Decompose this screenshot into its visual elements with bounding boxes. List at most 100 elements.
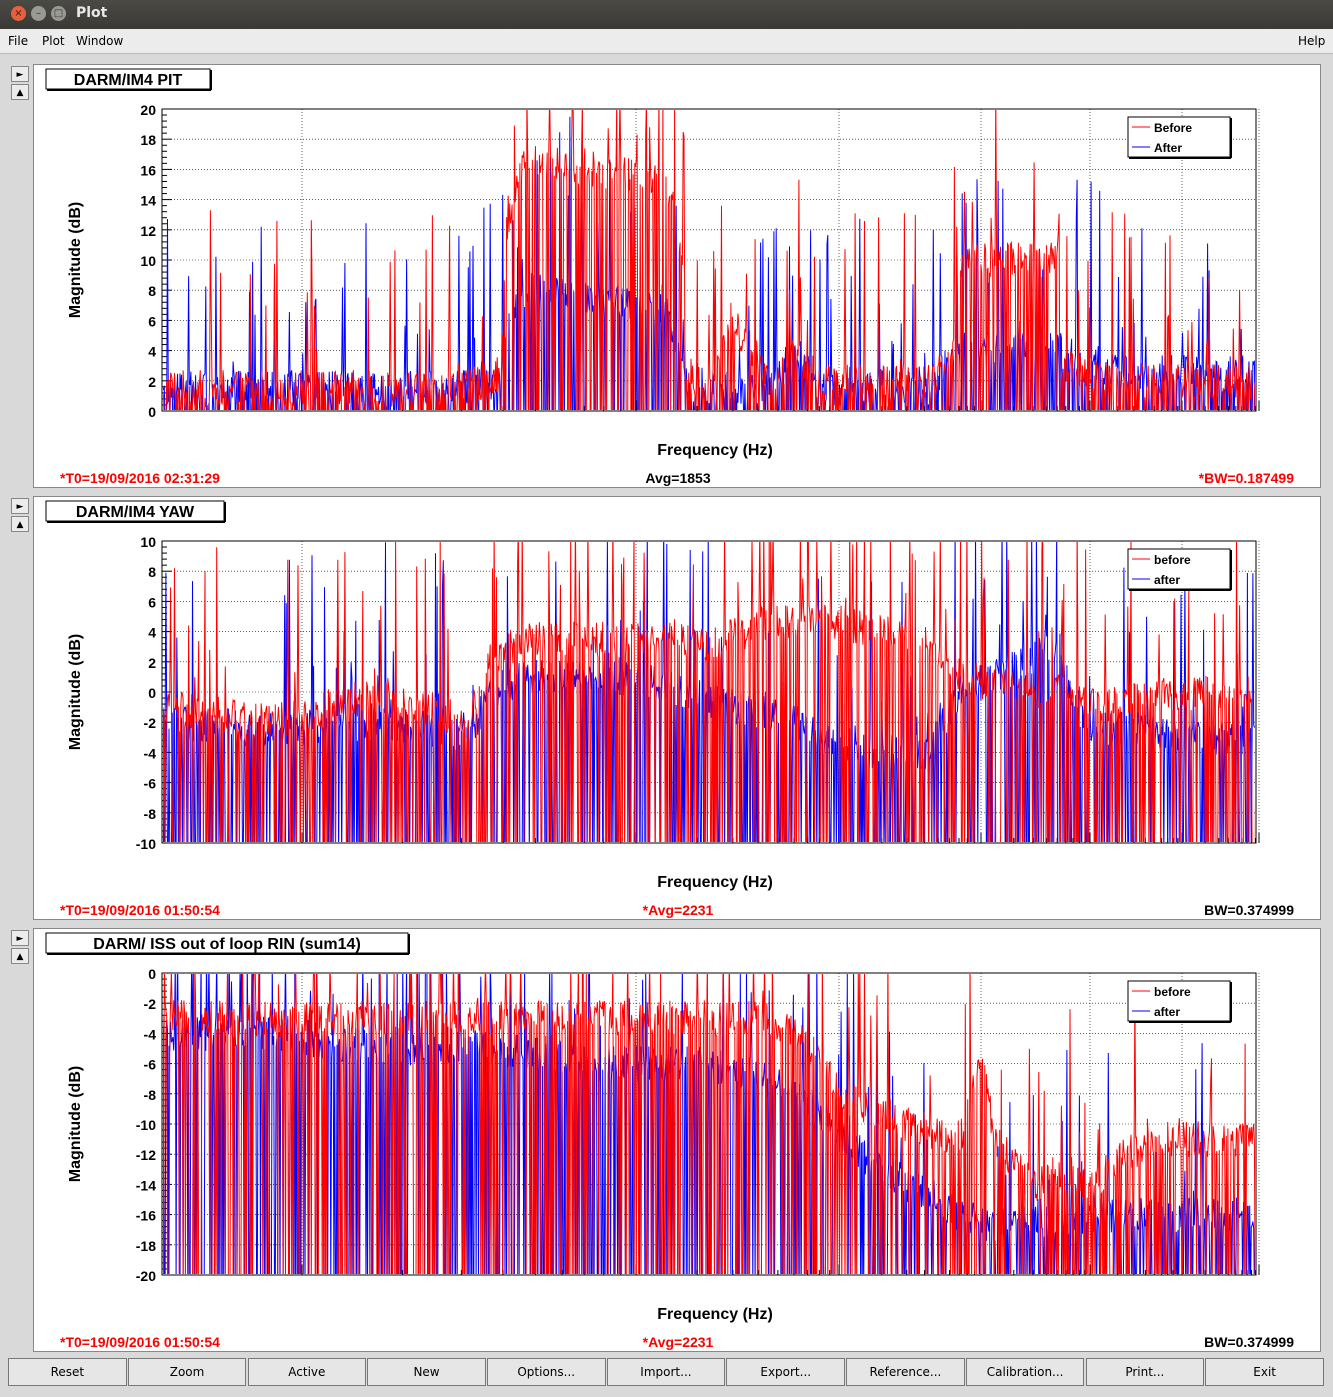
active-button[interactable]: Active xyxy=(247,1358,367,1386)
menu-bar: File Plot Window Help xyxy=(0,29,1333,54)
panel2-expand-icon[interactable]: ► xyxy=(11,498,29,514)
panel1-collapse-icon[interactable]: ▲ xyxy=(11,84,29,100)
menu-plot[interactable]: Plot xyxy=(42,34,65,48)
series-line-before xyxy=(163,110,1255,410)
legend-entry: before xyxy=(1154,553,1191,567)
legend: before after xyxy=(1127,548,1232,591)
reference-button[interactable]: Reference... xyxy=(846,1358,965,1386)
y-tick-label: -16 xyxy=(136,1208,156,1224)
t0-label: *T0=19/09/2016 02:31:29 xyxy=(60,470,220,486)
y-tick-label: 4 xyxy=(148,344,156,360)
y-tick-label: 12 xyxy=(140,223,156,239)
zoom-button[interactable]: Zoom xyxy=(127,1358,247,1386)
avg-label: *Avg=2231 xyxy=(643,902,714,918)
y-tick-label: 6 xyxy=(148,594,156,610)
y-tick-label: -6 xyxy=(144,1057,157,1073)
new-button[interactable]: New xyxy=(367,1358,486,1386)
plot-svg[interactable]: DARM/ ISS out of loop RIN (sum14)-20-18-… xyxy=(34,929,1322,1353)
panel-title: DARM/IM4 PIT xyxy=(74,72,183,89)
y-tick-label: -6 xyxy=(144,776,157,792)
y-axis-label: Magnitude (dB) xyxy=(67,202,84,318)
panel-title-box: DARM/ ISS out of loop RIN (sum14) xyxy=(45,932,410,955)
menu-window[interactable]: Window xyxy=(76,34,124,48)
y-tick-label: -4 xyxy=(144,1026,157,1042)
legend-entry: after xyxy=(1154,1005,1180,1019)
series-line-before xyxy=(163,974,1255,1274)
t0-label: *T0=19/09/2016 01:50:54 xyxy=(60,1334,220,1350)
minimize-icon[interactable]: – xyxy=(31,6,46,21)
y-axis-label: Magnitude (dB) xyxy=(67,1066,84,1182)
y-tick-label: -2 xyxy=(144,715,157,731)
y-tick-label: 4 xyxy=(148,625,156,641)
y-tick-label: 2 xyxy=(148,655,156,671)
y-tick-label: -2 xyxy=(144,996,157,1012)
print-button[interactable]: Print... xyxy=(1085,1358,1205,1386)
legend: Before After xyxy=(1127,116,1232,159)
y-tick-label: -10 xyxy=(136,1117,156,1133)
y-tick-label: -8 xyxy=(144,1087,157,1103)
panel-title-box: DARM/IM4 PIT xyxy=(45,68,212,91)
panel2-collapse-icon[interactable]: ▲ xyxy=(11,516,29,532)
y-tick-label: 8 xyxy=(148,283,156,299)
avg-label: *Avg=2231 xyxy=(643,1334,714,1350)
y-tick-label: 6 xyxy=(148,313,156,329)
y-tick-label: 10 xyxy=(140,253,156,269)
legend-entry: After xyxy=(1154,141,1182,155)
series-line-before xyxy=(163,542,1255,842)
y-tick-label: 10 xyxy=(140,534,156,550)
y-tick-label: 14 xyxy=(140,193,156,209)
legend-entry: before xyxy=(1154,985,1191,999)
y-axis-label: Magnitude (dB) xyxy=(67,634,84,750)
y-tick-label: 16 xyxy=(140,162,156,178)
export-button[interactable]: Export... xyxy=(726,1358,846,1386)
maximize-icon[interactable]: □ xyxy=(51,6,66,21)
y-tick-label: 18 xyxy=(140,132,156,148)
options-button[interactable]: Options... xyxy=(486,1358,606,1386)
bw-label: BW=0.374999 xyxy=(1204,902,1294,918)
y-tick-label: -20 xyxy=(136,1268,156,1284)
y-tick-label: -14 xyxy=(136,1177,156,1193)
panel1-expand-icon[interactable]: ► xyxy=(11,66,29,82)
panel-title-box: DARM/IM4 YAW xyxy=(45,500,226,523)
button-bar: Reset Zoom Active New Options... Import... Exp… xyxy=(8,1358,1325,1388)
window-title: Plot xyxy=(76,5,108,21)
plot-svg[interactable]: DARM/IM4 YAW -10 -8 -6 -4 -2 0 2 4 6 8 10 Frequency … xyxy=(34,497,1322,921)
panel-title: DARM/ ISS out of loop RIN (sum14) xyxy=(93,936,361,953)
calibration-button[interactable]: Calibration... xyxy=(965,1358,1085,1386)
y-tick-label: 0 xyxy=(148,404,156,420)
plot-svg[interactable]: DARM/IM4 PIT 0 2 4 6 8 10 12 14 16 18 20 Frequency (… xyxy=(34,65,1322,489)
menu-file[interactable]: File xyxy=(8,34,29,48)
y-tick-label: 2 xyxy=(148,374,156,390)
x-axis-label: Frequency (Hz) xyxy=(657,442,773,459)
y-tick-label: -4 xyxy=(144,745,157,761)
menu-help[interactable]: Help xyxy=(1298,34,1326,48)
y-tick-label: -12 xyxy=(136,1147,156,1163)
legend: before after xyxy=(1127,980,1232,1023)
title-bar: × – □ Plot xyxy=(0,0,1333,29)
panel3-expand-icon[interactable]: ► xyxy=(11,930,29,946)
y-tick-label: 8 xyxy=(148,564,156,580)
import-button[interactable]: Import... xyxy=(606,1358,726,1386)
reset-button[interactable]: Reset xyxy=(8,1358,127,1386)
y-tick-label: 0 xyxy=(148,966,156,982)
legend-entry: Before xyxy=(1154,121,1192,135)
exit-button[interactable]: Exit xyxy=(1205,1358,1324,1386)
x-axis-label: Frequency (Hz) xyxy=(657,874,773,891)
y-tick-label: 20 xyxy=(140,102,156,118)
close-icon[interactable]: × xyxy=(11,6,26,21)
plot-panel-yaw[interactable]: DARM/IM4 YAW -10 -8 -6 -4 -2 0 2 4 6 8 10 Frequency … xyxy=(33,496,1321,920)
x-axis-label: Frequency (Hz) xyxy=(657,1306,773,1323)
y-tick-label: -18 xyxy=(136,1238,156,1254)
plot-panel-pit[interactable]: DARM/IM4 PIT 0 2 4 6 8 10 12 14 16 18 20 Frequency (… xyxy=(33,64,1321,488)
legend-entry: after xyxy=(1154,573,1180,587)
y-tick-label: -8 xyxy=(144,806,157,822)
t0-label: *T0=19/09/2016 01:50:54 xyxy=(60,902,220,918)
avg-label: Avg=1853 xyxy=(645,470,710,486)
panel-title: DARM/IM4 YAW xyxy=(76,504,195,521)
panel3-collapse-icon[interactable]: ▲ xyxy=(11,948,29,964)
bw-label: *BW=0.187499 xyxy=(1199,470,1295,486)
y-tick-label: 0 xyxy=(148,685,156,701)
plot-panel-iss[interactable]: DARM/ ISS out of loop RIN (sum14) -20 -18-… xyxy=(33,928,1321,1352)
bw-label: BW=0.374999 xyxy=(1204,1334,1294,1350)
y-tick-label: -10 xyxy=(136,836,156,852)
